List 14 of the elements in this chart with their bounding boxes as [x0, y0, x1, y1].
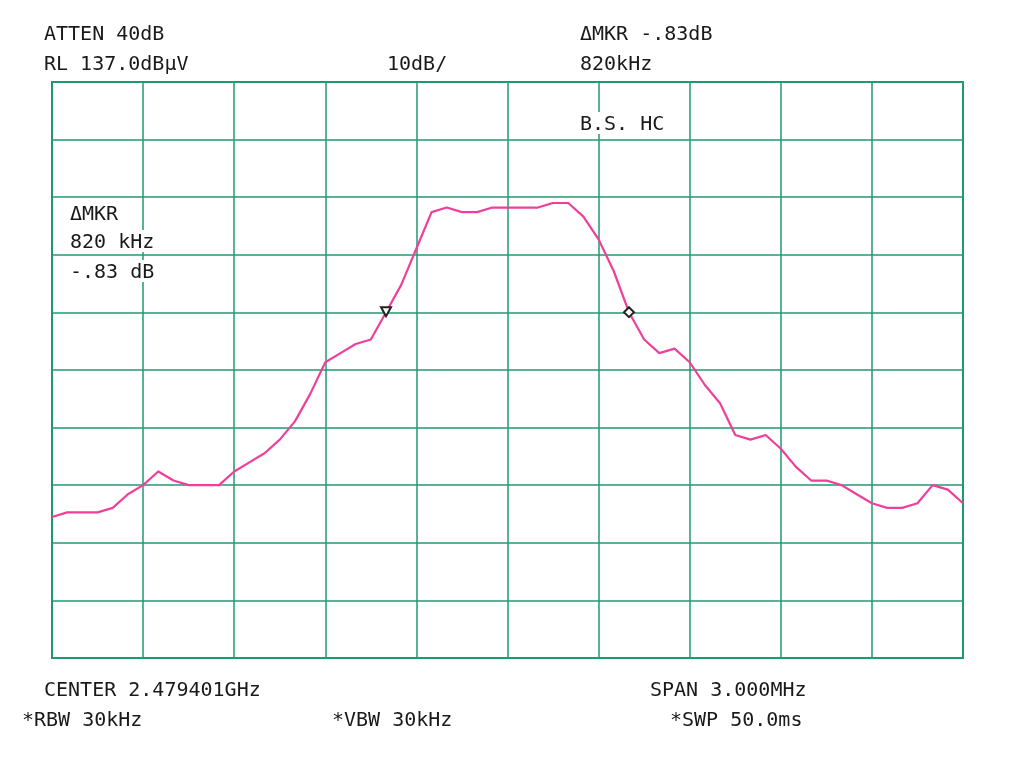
text: B.S. HC: [580, 111, 665, 135]
text: ΔMKR -.83dB: [580, 21, 713, 45]
text: RL 137.0dBµV: [44, 51, 189, 75]
text: CENTER 2.479401GHz: [44, 677, 261, 701]
text: ATTEN 40dB: [44, 21, 165, 45]
text: *SWP 50.0ms: [670, 707, 803, 731]
annotation: ΔMKR: [70, 201, 120, 225]
text: SPAN 3.000MHz: [650, 677, 807, 701]
text: 10dB/: [387, 51, 448, 75]
text: 820kHz: [580, 51, 653, 75]
text: *RBW 30kHz: [22, 707, 143, 731]
annotation: 820 kHz: [70, 229, 155, 253]
text: *VBW 30kHz: [332, 707, 453, 731]
annotation: -.83 dB: [70, 259, 155, 283]
